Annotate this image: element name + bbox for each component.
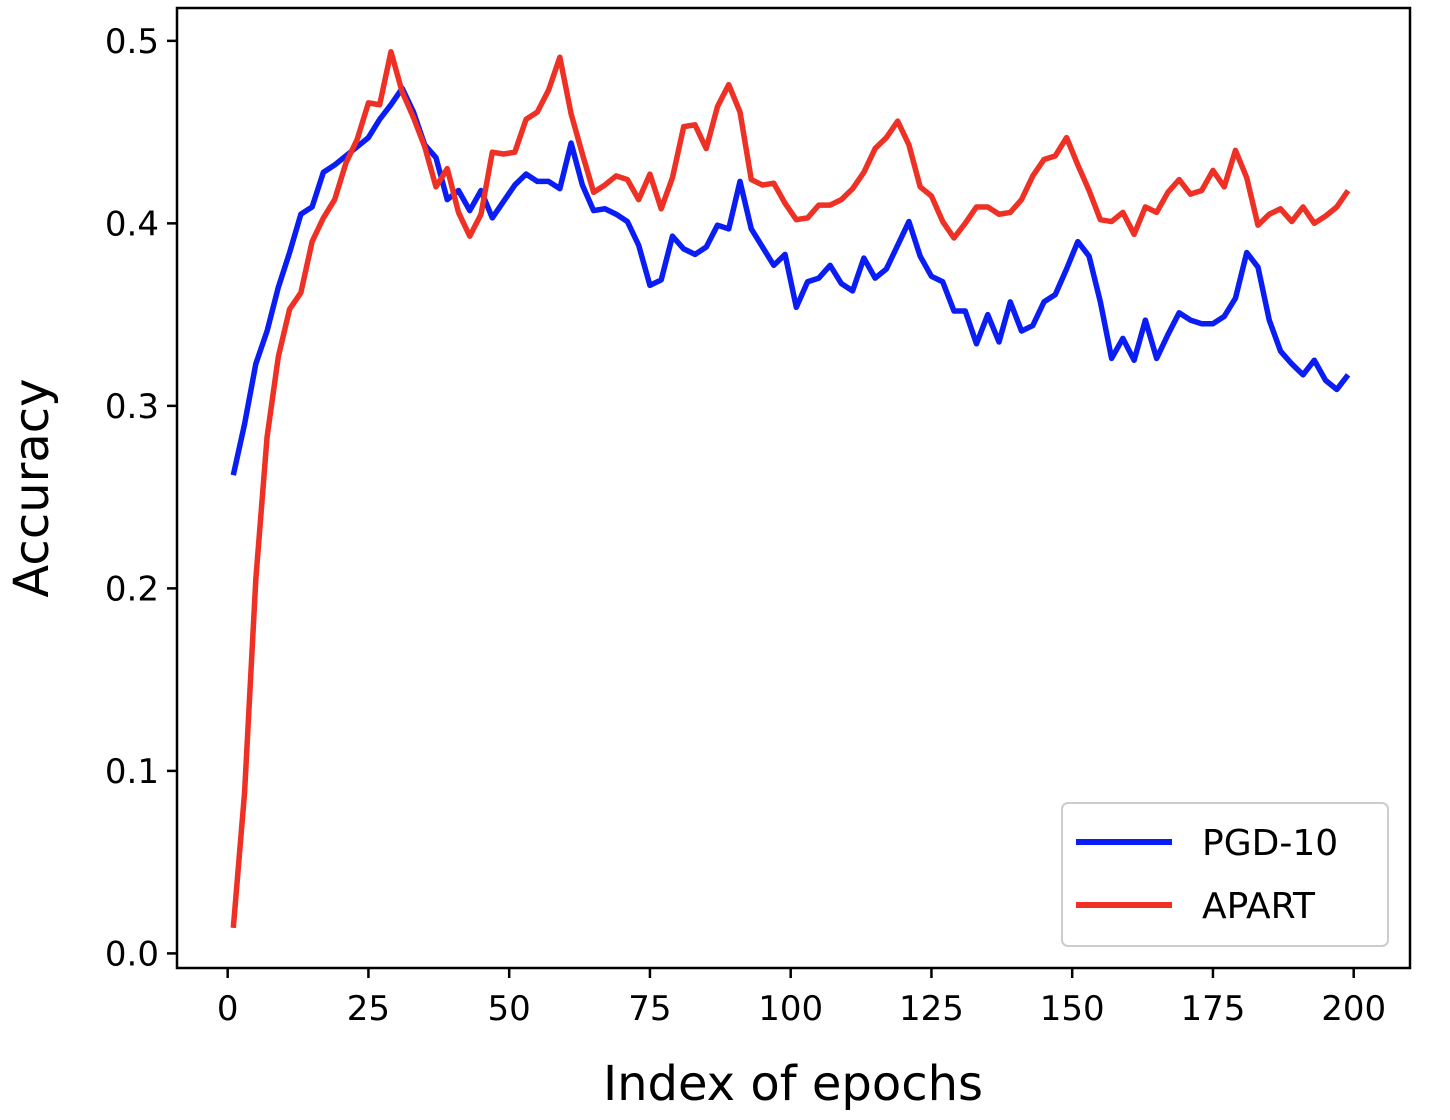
x-tick-label: 200 xyxy=(1321,989,1386,1029)
y-tick-label: 0.4 xyxy=(105,204,159,244)
x-tick-label: 150 xyxy=(1040,989,1105,1029)
x-axis-label: Index of epochs xyxy=(603,1056,983,1112)
y-tick-label: 0.5 xyxy=(105,22,159,62)
legend-label-1: PGD-10 xyxy=(1202,823,1338,864)
y-axis: 0.0 0.1 0.2 0.3 0.4 0.5 xyxy=(105,22,177,974)
y-tick-label: 0.1 xyxy=(105,752,159,792)
y-tick-label: 0.0 xyxy=(105,934,159,974)
x-tick-label: 125 xyxy=(899,989,964,1029)
x-tick-label: 0 xyxy=(217,989,239,1029)
x-tick-label: 75 xyxy=(628,989,671,1029)
series-line-1 xyxy=(230,85,1351,476)
series-layer xyxy=(230,49,1351,929)
plot-frame xyxy=(175,6,1412,970)
x-tick-label: 100 xyxy=(758,989,823,1029)
series-line-2 xyxy=(230,49,1351,929)
legend-box xyxy=(1061,802,1389,947)
y-tick-label: 0.2 xyxy=(105,569,159,609)
y-tick-label: 0.3 xyxy=(105,387,159,427)
x-tick-label: 25 xyxy=(347,989,390,1029)
legend-label-2: APART xyxy=(1202,886,1316,927)
x-tick-label: 175 xyxy=(1180,989,1245,1029)
x-axis: 0 25 50 75 100 125 150 175 200 xyxy=(217,968,1386,1029)
x-tick-label: 50 xyxy=(488,989,531,1029)
y-axis-label: Accuracy xyxy=(4,378,60,597)
legend: PGD-10 APART xyxy=(1061,802,1389,947)
